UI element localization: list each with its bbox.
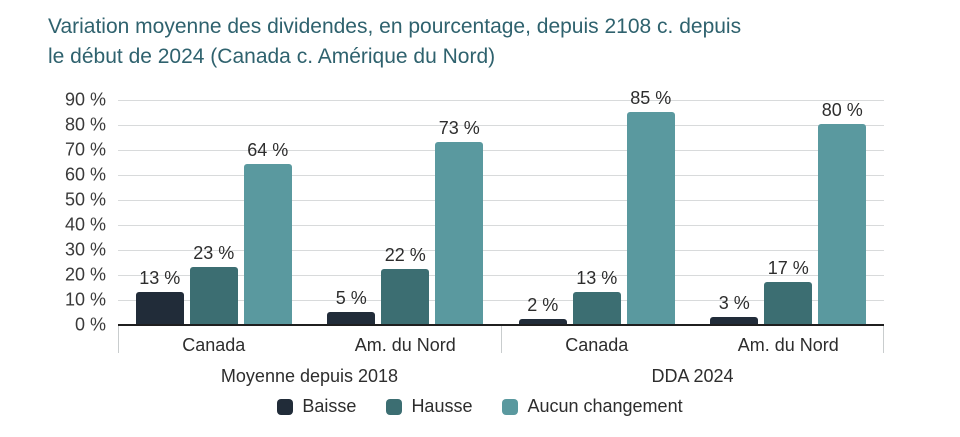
legend-label: Aucun changement [527,396,683,416]
y-tick-label: 60 % [64,164,106,185]
category-label: Canada [565,335,629,355]
y-tick-label: 70 % [64,139,106,160]
y-tick-label: 50 % [64,189,106,210]
legend-label: Baisse [302,396,357,416]
bar-value-label: 17 % [767,257,809,278]
bar-baisse: 2 % [518,295,567,324]
category-bars: 2 % 13 % 85 % [501,88,693,324]
gridline [118,300,884,301]
gridline [118,175,884,176]
legend-swatch-baisse [277,398,294,415]
bar-hausse: 17 % [764,258,813,324]
bar-value-label: 2 % [527,295,559,315]
chart-title-line-2: le début de 2024 (Canada c. Amérique du … [48,45,496,68]
gridline [118,250,884,251]
bar-aucun-changement: 73 % [435,118,484,324]
y-tick-label: 40 % [64,214,106,235]
gridline [118,225,884,226]
x-axis-tick [501,326,502,353]
legend-label: Hausse [411,396,473,416]
legend-item-aucun-changement: Aucun changement [502,396,683,417]
gridline [118,125,884,126]
bar-group: 13 % 23 % 64 % 5 % 22 % 73 % [118,100,501,324]
category-labels: Canada Am. du Nord Canada Am. du Nord [118,335,884,356]
y-tick-label: 90 % [64,89,106,110]
category-bars: 13 % 23 % 64 % [118,100,310,324]
gridline [118,150,884,151]
category-label: Am. du Nord [737,335,839,355]
y-tick-label: 80 % [64,114,106,135]
category-bars: 3 % 17 % 80 % [693,100,885,324]
y-tick-label: 30 % [64,239,106,260]
x-axis-line [118,324,884,326]
legend-swatch-hausse [386,398,403,415]
legend-item-hausse: Hausse [386,396,472,417]
y-tick-label: 0 % [74,314,106,335]
bar-baisse: 5 % [327,288,376,324]
bar-value-label: 85 % [630,87,672,108]
chart-title: Variation moyenne des dividendes, en pou… [48,12,741,72]
bar-groups: 13 % 23 % 64 % 5 % 22 % 73 % 2 % 13 % 85 % 3 % 17 … [118,88,885,324]
bar-value-label: 13 % [576,267,618,288]
x-axis-tick [883,326,884,353]
bar-value-label: 3 % [718,292,750,313]
category-label: Am. du Nord [354,335,456,355]
bar-value-label: 13 % [139,267,181,288]
gridline [118,100,884,101]
bar-aucun-changement: 85 % [626,88,675,324]
legend: Baisse Hausse Aucun changement [0,396,960,417]
bar-aucun-changement: 80 % [818,100,867,324]
plot-area: 13 % 23 % 64 % 5 % 22 % 73 % 2 % 13 % 85 % 3 % 17 … [118,88,885,353]
bar-value-label: 73 % [438,117,480,138]
group-labels: Moyenne depuis 2018 DDA 2024 [118,366,884,387]
y-tick-label: 20 % [64,264,106,285]
legend-item-baisse: Baisse [277,396,356,417]
group-label: DDA 2024 [651,366,734,386]
bar-baisse: 3 % [710,293,759,324]
y-tick-label: 10 % [64,289,106,310]
bar-hausse: 13 % [572,268,621,324]
bar-value-label: 22 % [384,245,426,265]
legend-swatch-aucun-changement [502,398,519,415]
bar-aucun-changement: 64 % [243,140,292,324]
bar-value-label: 64 % [247,140,289,160]
bar-value-label: 5 % [335,287,367,308]
bar-hausse: 22 % [381,245,430,324]
bar-group: 2 % 13 % 85 % 3 % 17 % 80 % [501,88,885,324]
bar-value-label: 23 % [193,242,235,263]
x-axis-tick [118,326,119,353]
bar-hausse: 23 % [189,243,238,324]
category-label: Canada [182,335,246,355]
chart-title-line-1: Variation moyenne des dividendes, en pou… [48,15,742,38]
gridline [118,275,884,276]
bar-value-label: 80 % [821,100,863,120]
gridline [118,200,884,201]
y-axis: 90 % 80 % 70 % 60 % 50 % 40 % 30 % 20 % 10 % 0 % [40,90,106,335]
category-bars: 5 % 22 % 73 % [310,100,502,324]
group-label: Moyenne depuis 2018 [220,366,399,386]
bar-baisse: 13 % [135,268,184,324]
